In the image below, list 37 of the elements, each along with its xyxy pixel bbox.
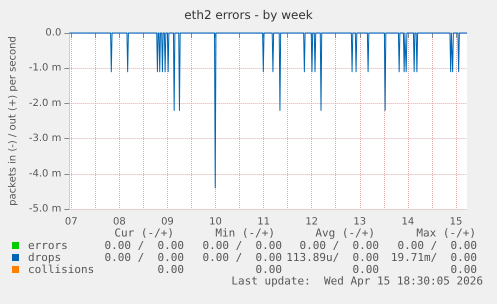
text: 19.71m/ 0.00 bbox=[390, 251, 477, 264]
chart-title: eth2 errors - by week bbox=[184, 8, 313, 22]
x-tick-label: 10 bbox=[209, 216, 222, 228]
y-tick-label: -3.0 m bbox=[28, 133, 62, 144]
text: Last update: Wed Apr 15 18:30:05 2026 bbox=[231, 274, 483, 288]
text: 0.00 bbox=[256, 263, 282, 276]
y-axis-title: packets in (-) / out (+) per second bbox=[8, 36, 18, 206]
text: Max (-/+) bbox=[416, 226, 476, 240]
y-tick-label: 0.0 bbox=[45, 28, 62, 38]
text: 0.00 / 0.00 bbox=[300, 239, 379, 252]
text: 0.00 / 0.00 bbox=[202, 251, 282, 264]
y-tick-label: -1.0 m bbox=[28, 62, 62, 74]
text: 0.00 / 0.00 bbox=[202, 239, 282, 252]
legend-label: drops bbox=[28, 251, 62, 264]
x-tick-label: 08 bbox=[112, 216, 126, 228]
text: 0.00 bbox=[352, 263, 379, 276]
x-tick-label: 14 bbox=[401, 216, 414, 228]
x-tick-label: 09 bbox=[161, 216, 174, 228]
text: Cur (-/+) bbox=[114, 226, 174, 240]
y-tick-label: -4.0 m bbox=[28, 168, 62, 180]
x-tick-label: 11 bbox=[257, 216, 270, 228]
x-tick-label: 07 bbox=[64, 216, 78, 228]
y-tick-label: -2.0 m bbox=[28, 98, 62, 109]
text: 0.00 / 0.00 bbox=[104, 239, 184, 252]
text: 0.00 / 0.00 bbox=[398, 239, 477, 252]
x-tick-label: 12 bbox=[305, 216, 318, 228]
text: 0.00 bbox=[158, 263, 184, 276]
legend-label: collisions bbox=[28, 263, 94, 276]
text: 0.00 / 0.00 bbox=[104, 251, 184, 264]
x-tick-label: 13 bbox=[353, 216, 366, 228]
x-tick-label: 15 bbox=[450, 216, 462, 228]
text: Avg (-/+) bbox=[315, 226, 375, 240]
y-tick-label: -5.0 m bbox=[28, 204, 62, 214]
text: 113.89u/ 0.00 bbox=[286, 251, 379, 264]
text: 0.00 bbox=[450, 263, 477, 276]
text: Min (-/+) bbox=[215, 226, 275, 240]
legend-label: errors bbox=[28, 239, 68, 252]
